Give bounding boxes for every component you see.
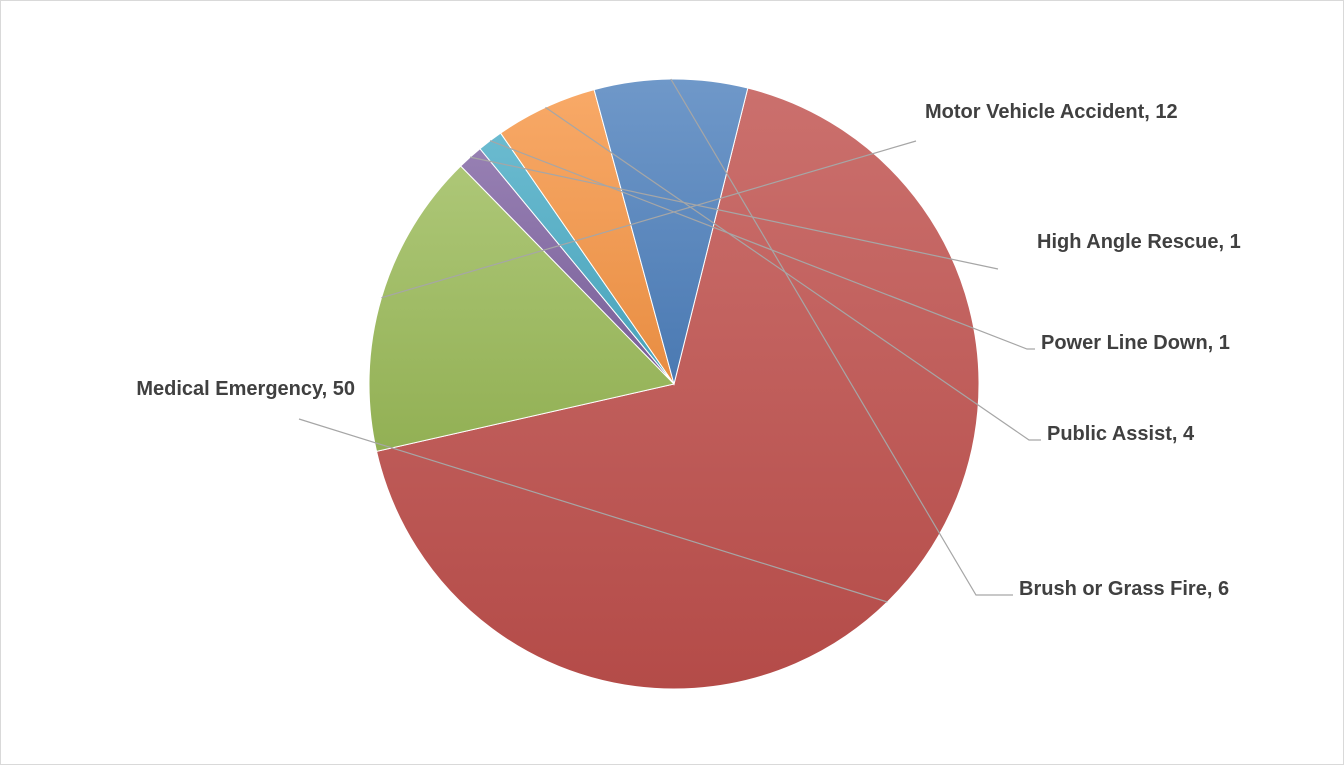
leader-line-medical-emergency	[298, 418, 888, 603]
leader-line-brush-or-grass-fire	[670, 78, 1013, 596]
leader-lines	[298, 78, 1041, 603]
data-label-medical-emergency: Medical Emergency, 50	[136, 378, 355, 400]
data-label-high-angle-rescue: High Angle Rescue, 1	[1037, 231, 1241, 253]
leader-line-motor-vehicle-accident	[381, 140, 917, 299]
data-label-motor-vehicle-accident: Motor Vehicle Accident, 12	[925, 101, 1178, 123]
data-label-public-assist: Public Assist, 4	[1047, 423, 1195, 445]
leader-line-high-angle-rescue	[470, 156, 999, 270]
pie-slices	[368, 78, 980, 690]
data-label-power-line-down: Power Line Down, 1	[1041, 332, 1230, 354]
data-label-brush-or-grass-fire: Brush or Grass Fire, 6	[1019, 578, 1229, 600]
leader-line-power-line-down	[489, 140, 1035, 350]
data-labels: Medical Emergency, 50 Motor Vehicle Acci…	[136, 101, 1240, 600]
leader-line-public-assist	[545, 106, 1041, 441]
